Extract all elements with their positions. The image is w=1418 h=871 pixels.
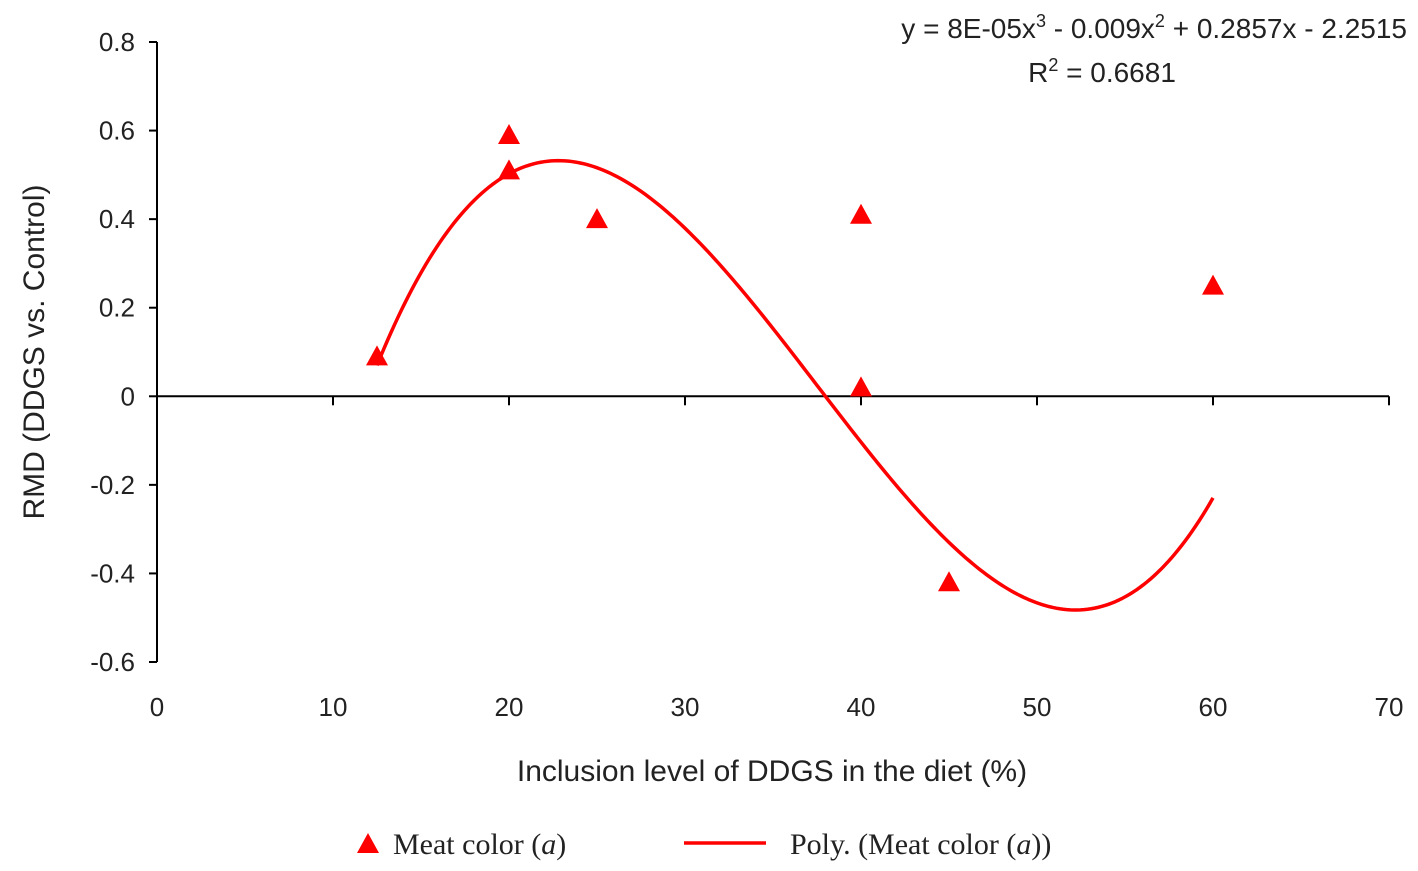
- x-ticks: 0 10 20 30 40 50 60 70: [150, 396, 1404, 722]
- x-tick-label: 10: [319, 692, 348, 722]
- data-point-triangle: [850, 203, 872, 224]
- legend-trendline-label-main: Poly. (Meat color (: [790, 828, 1016, 861]
- legend: Meat color (a) Poly. (Meat color (a)): [357, 828, 1051, 861]
- x-tick-label: 40: [847, 692, 876, 722]
- y-tick-label: -0.2: [90, 470, 135, 500]
- y-tick-label: 0.2: [99, 293, 135, 323]
- x-axis-title: Inclusion level of DDGS in the diet (%): [517, 755, 1027, 788]
- y-axis-title: RMD (DDGS vs. Control): [18, 184, 51, 519]
- trendline-equation: y = 8E-05x3 - 0.009x2 + 0.2857x - 2.2515: [901, 11, 1407, 44]
- x-tick-label: 20: [495, 692, 524, 722]
- legend-trendline-label-end: )): [1031, 828, 1051, 861]
- equation-main: y = 8E-05x: [901, 13, 1036, 44]
- legend-trendline-label: Poly. (Meat color (a)): [790, 828, 1051, 861]
- y-tick-label: 0.6: [99, 116, 135, 146]
- equation-end: + 0.2857x - 2.2515: [1165, 13, 1407, 44]
- x-tick-label: 50: [1023, 692, 1052, 722]
- legend-triangle-marker: [357, 833, 379, 853]
- legend-marker-label-main: Meat color (: [393, 828, 541, 861]
- r-squared: R2 = 0.6681: [1028, 55, 1176, 88]
- x-tick-label: 0: [150, 692, 164, 722]
- legend-marker-label-end: ): [556, 828, 566, 861]
- equation-mid: - 0.009x: [1046, 13, 1155, 44]
- legend-trendline-label-italic: a: [1016, 828, 1031, 861]
- data-point-triangle: [850, 376, 872, 397]
- legend-marker-label: Meat color (a): [393, 828, 566, 861]
- y-tick-label: 0: [121, 381, 135, 411]
- r2-value: = 0.6681: [1058, 57, 1176, 88]
- data-point-triangle: [498, 159, 520, 180]
- legend-marker-label-italic: a: [541, 828, 556, 861]
- y-tick-label: -0.4: [90, 558, 135, 588]
- data-points: [366, 124, 1224, 592]
- r2-label: R: [1028, 57, 1048, 88]
- equation-sup-3: 3: [1036, 11, 1046, 31]
- data-point-triangle: [498, 124, 520, 144]
- y-tick-label: -0.6: [90, 647, 135, 677]
- x-tick-label: 30: [671, 692, 700, 722]
- y-tick-label: 0.4: [99, 204, 135, 234]
- y-ticks: 0.8 0.6 0.4 0.2 0 -0.2 -0.4 -0.6: [90, 27, 157, 677]
- trendline-path: [375, 158, 1215, 612]
- data-point-triangle: [938, 571, 960, 592]
- data-point-triangle: [366, 345, 388, 366]
- y-tick-label: 0.8: [99, 27, 135, 57]
- r2-sup: 2: [1048, 55, 1058, 75]
- data-point-triangle: [586, 208, 608, 229]
- x-tick-label: 60: [1199, 692, 1228, 722]
- x-tick-label: 70: [1375, 692, 1404, 722]
- equation-sup-2: 2: [1155, 11, 1165, 31]
- trendline-layer: [375, 158, 1215, 612]
- data-point-triangle: [1202, 274, 1224, 295]
